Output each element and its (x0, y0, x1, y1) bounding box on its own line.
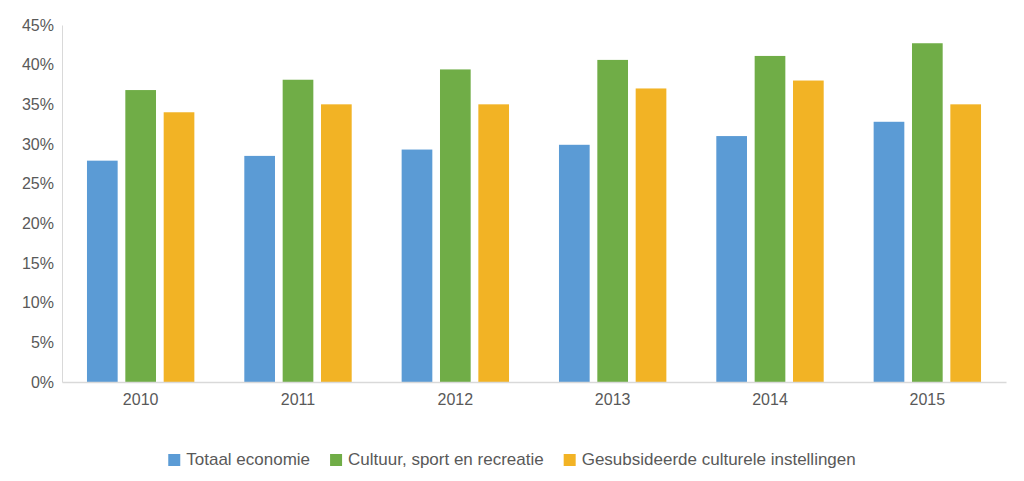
legend-swatch (564, 454, 576, 466)
x-tick-label: 2014 (752, 391, 788, 408)
y-tick-label: 20% (22, 215, 54, 232)
y-tick: 5% (31, 334, 62, 351)
x-tick: 2010 (123, 391, 159, 408)
x-tick-label: 2011 (281, 391, 316, 408)
bar (440, 69, 471, 382)
bar-series (164, 81, 981, 382)
y-tick-label: 0% (31, 374, 54, 391)
y-tick: 40% (22, 56, 62, 73)
x-tick: 2011 (281, 391, 316, 408)
y-tick-label: 40% (22, 56, 54, 73)
x-tick-label: 2015 (910, 391, 946, 408)
bar (321, 104, 352, 382)
bar (793, 81, 824, 382)
y-tick-label: 25% (22, 175, 54, 192)
y-tick-label: 45% (22, 17, 54, 34)
bar (164, 112, 195, 382)
legend-item: Totaal economie (168, 450, 310, 469)
y-tick-label: 5% (31, 334, 54, 351)
bar (244, 156, 275, 382)
y-tick: 0% (31, 374, 62, 391)
bar (597, 60, 628, 382)
legend-label: Cultuur, sport en recreatie (348, 450, 544, 469)
y-tick: 45% (22, 17, 62, 34)
y-tick: 20% (22, 215, 62, 232)
plot: 0% 5% 10% 15% 20% 25% 30% 35% 40% 45% 2010 2011 2012… (22, 17, 1007, 409)
x-tick: 2012 (438, 391, 474, 408)
x-tick-label: 2012 (438, 391, 474, 408)
x-tick: 2013 (595, 391, 631, 408)
bar (283, 80, 314, 382)
bar (87, 161, 118, 382)
bar (912, 43, 943, 382)
y-tick: 15% (22, 255, 62, 272)
x-tick: 2014 (752, 391, 788, 408)
x-tick-label: 2010 (123, 391, 159, 408)
y-tick: 35% (22, 96, 62, 113)
bar (478, 104, 509, 382)
chart: 0% 5% 10% 15% 20% 25% 30% 35% 40% 45% 2010 2011 2012… (0, 0, 1024, 481)
bar (950, 104, 981, 382)
x-tick: 2015 (910, 391, 946, 408)
legend: Totaal economie Cultuur, sport en recreat… (168, 450, 855, 469)
y-tick: 25% (22, 175, 62, 192)
y-tick-label: 15% (22, 255, 54, 272)
x-tick-label: 2013 (595, 391, 631, 408)
y-tick-label: 30% (22, 136, 54, 153)
y-axis-line (62, 26, 63, 383)
bars (87, 43, 981, 382)
x-axis-line (63, 382, 1007, 384)
y-axis: 0% 5% 10% 15% 20% 25% 30% 35% 40% 45% (22, 17, 63, 391)
legend-item: Gesubsideerde culturele instellingen (564, 450, 856, 469)
legend-label: Gesubsideerde culturele instellingen (582, 450, 856, 469)
bar-series (125, 43, 942, 382)
legend-item: Cultuur, sport en recreatie (330, 450, 544, 469)
legend-swatch (330, 454, 342, 466)
bar (636, 88, 667, 382)
bar (755, 56, 786, 382)
bar (125, 90, 156, 382)
y-tick-label: 10% (22, 294, 54, 311)
y-tick: 30% (22, 136, 62, 153)
bar (874, 122, 905, 382)
bar (716, 136, 747, 382)
legend-swatch (168, 454, 180, 466)
y-tick: 10% (22, 294, 62, 311)
x-axis: 2010 2011 2012 2013 2014 2015 (63, 383, 1007, 409)
legend-label: Totaal economie (186, 450, 310, 469)
bar (559, 145, 590, 382)
bar (402, 150, 433, 382)
y-tick-label: 35% (22, 96, 54, 113)
